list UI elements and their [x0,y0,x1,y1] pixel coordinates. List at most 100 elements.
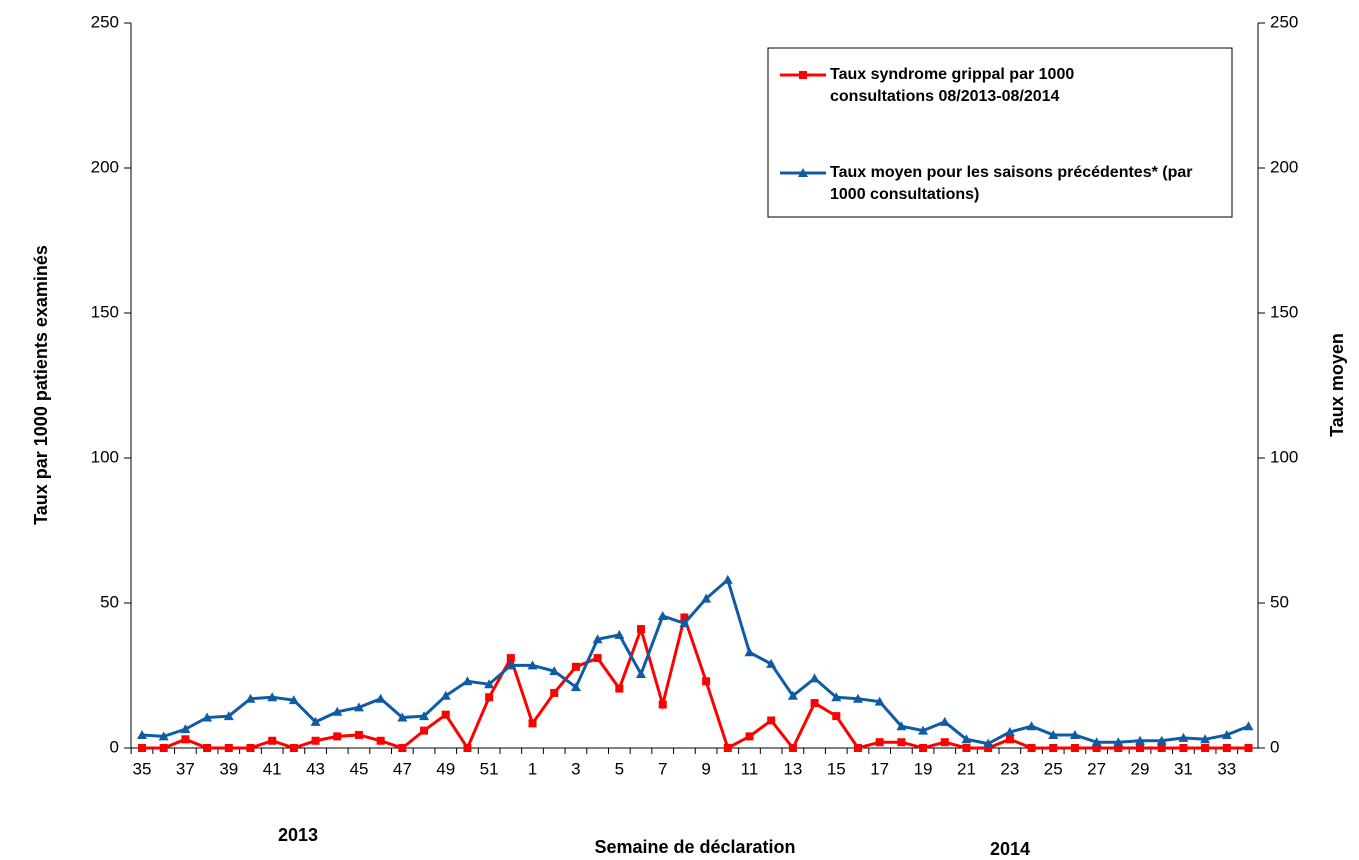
y2-tick-label: 50 [1270,592,1289,611]
marker [745,732,754,741]
marker [1070,744,1079,752]
marker [637,625,646,634]
x-tick-label: 43 [306,759,325,778]
marker [984,744,993,752]
marker [1135,735,1146,745]
marker [702,677,711,686]
legend-box [767,47,1233,218]
marker [485,693,494,702]
y2-tick-label: 250 [1270,12,1298,31]
marker [962,744,971,752]
marker [1178,732,1189,742]
marker [809,673,820,683]
marker [310,716,321,726]
marker [528,719,537,728]
marker [1114,744,1123,752]
marker [918,725,929,735]
marker [288,695,299,705]
y2-tick-label: 0 [1270,737,1279,756]
marker [657,611,668,621]
marker [441,710,450,719]
marker [353,702,364,712]
marker [614,629,625,639]
marker [419,711,430,721]
marker [1049,744,1058,752]
marker [223,711,234,721]
marker [289,744,298,752]
marker [1005,735,1014,744]
y2-tick-label: 100 [1270,447,1298,466]
x-tick-label: 7 [658,759,667,778]
x-tick-label: 29 [1131,759,1150,778]
marker [354,730,363,739]
marker [787,690,798,700]
marker [527,660,538,670]
marker [267,692,278,702]
x-tick-label: 21 [957,759,976,778]
y-tick-label: 150 [91,302,119,321]
x-tick-label: 25 [1044,759,1063,778]
x-tick-label: 1 [528,759,537,778]
marker [1221,729,1232,739]
marker [268,736,277,745]
x-tick-label: 15 [827,759,846,778]
marker [1048,729,1059,739]
x-tick-label: 39 [219,759,238,778]
marker [462,676,473,686]
marker [852,693,863,703]
marker [874,696,885,706]
x-tick-label: 37 [176,759,195,778]
legend-label: Taux moyen pour les saisons précédentes*… [830,164,1193,203]
marker [767,716,776,725]
legend-marker [799,71,807,79]
marker [897,738,906,747]
marker [701,593,712,603]
y-tick-label: 250 [91,12,119,31]
marker [376,736,385,745]
marker [919,744,928,752]
series-line [141,577,1250,746]
marker [203,744,212,752]
x-tick-label: 13 [783,759,802,778]
marker [1136,744,1145,752]
x-axis-label: Semaine de déclaration [594,837,795,857]
x-tick-label: 41 [263,759,282,778]
marker [549,666,560,676]
x-tick-label: 23 [1000,759,1019,778]
marker [159,744,168,752]
x-tick-label: 49 [436,759,455,778]
marker [463,744,472,752]
x-tick-label: 9 [701,759,710,778]
marker [1026,721,1037,731]
marker [615,684,624,693]
marker [138,744,146,752]
marker [680,613,689,622]
x-tick-label: 27 [1087,759,1106,778]
marker [245,693,256,703]
y2-tick-label: 200 [1270,157,1298,176]
marker [1091,737,1102,747]
marker [311,736,320,745]
marker [571,662,580,671]
marker [505,660,516,670]
y2-axis-label: Taux moyen [1327,333,1347,437]
marker [1156,735,1167,745]
marker [1200,734,1211,744]
marker [180,724,191,734]
x-tick-label: 11 [741,759,759,778]
x-tick-label: 51 [480,759,499,778]
marker [766,658,777,668]
x-tick-label: 31 [1174,759,1193,778]
marker [506,654,515,663]
marker [224,744,233,752]
marker [1222,744,1231,752]
marker [420,726,429,735]
marker [831,692,842,702]
marker [397,712,408,722]
marker [1004,727,1015,737]
x-tick-label: 5 [615,759,624,778]
marker [1069,729,1080,739]
x-tick-label: 35 [133,759,152,778]
